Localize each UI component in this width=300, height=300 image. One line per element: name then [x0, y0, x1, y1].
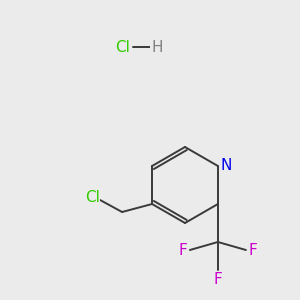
Text: Cl: Cl — [116, 40, 130, 55]
Text: N: N — [220, 158, 232, 173]
Text: Cl: Cl — [85, 190, 100, 205]
Text: F: F — [178, 242, 187, 257]
Text: F: F — [214, 272, 222, 286]
Text: F: F — [248, 242, 257, 257]
Text: H: H — [151, 40, 163, 55]
